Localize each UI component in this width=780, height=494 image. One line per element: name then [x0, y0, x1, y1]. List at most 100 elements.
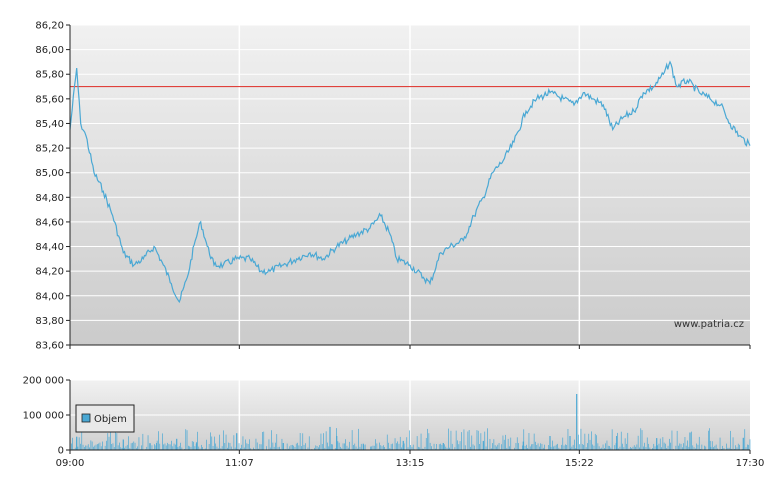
price-y-tick-label: 83,60	[35, 341, 64, 352]
volume-bar-minor	[556, 445, 557, 450]
volume-bar-minor	[744, 429, 745, 450]
volume-bar-minor	[327, 443, 328, 450]
legend-label: Objem	[94, 414, 127, 425]
volume-bar-minor	[653, 444, 654, 450]
volume-bar-minor	[309, 436, 310, 450]
volume-bar-minor	[71, 444, 72, 451]
volume-bar-minor	[180, 443, 181, 450]
volume-bar-minor	[353, 445, 354, 450]
volume-bar-minor	[562, 438, 563, 450]
volume-bar-minor	[716, 445, 717, 450]
volume-bar-minor	[396, 443, 397, 450]
volume-bar-minor	[387, 435, 388, 450]
volume-bar-minor	[338, 441, 339, 450]
price-x-tick-marks	[70, 345, 750, 349]
volume-bar-minor	[79, 437, 80, 450]
volume-bar-minor	[269, 439, 270, 450]
volume-bar-minor	[343, 443, 344, 450]
volume-bar-minor	[397, 441, 398, 450]
price-y-tick-label: 84,40	[35, 242, 64, 253]
volume-bar-minor	[113, 443, 114, 450]
volume-bar-minor	[487, 428, 488, 450]
volume-bar-minor	[504, 440, 505, 450]
volume-bar-minor	[561, 445, 562, 450]
volume-bar-minor	[117, 433, 118, 450]
volume-bar-minor	[626, 444, 627, 450]
volume-bar-minor	[241, 445, 242, 450]
volume-bar-minor	[448, 429, 449, 450]
volume-bar-minor	[534, 434, 535, 450]
volume-bar-minor	[685, 437, 686, 450]
volume-bar-minor	[638, 436, 639, 450]
volume-bar-minor	[392, 444, 393, 450]
volume-bar-minor	[224, 443, 225, 450]
volume-bar	[576, 394, 577, 450]
volume-bar-minor	[468, 432, 469, 451]
volume-bar-minor	[510, 438, 511, 450]
volume-bar-minor	[305, 443, 306, 450]
volume-bar-minor	[442, 445, 443, 450]
volume-bar-minor	[119, 443, 120, 450]
volume-bar-minor	[670, 443, 671, 450]
volume-bar-minor	[105, 446, 106, 450]
volume-bar-minor	[748, 445, 749, 450]
volume-bar-minor	[608, 446, 609, 450]
volume-bar-minor	[344, 443, 345, 450]
volume-bar-minor	[599, 446, 600, 450]
volume-bar-minor	[282, 439, 283, 450]
volume-bar-minor	[699, 437, 700, 450]
volume-bar-minor	[461, 432, 462, 450]
volume-bar-minor	[169, 444, 170, 450]
volume-bar-minor	[189, 446, 190, 450]
volume-bar-minor	[568, 429, 569, 450]
volume-bar-minor	[88, 444, 89, 450]
volume-bar-minor	[326, 431, 327, 450]
volume-bar-minor	[427, 429, 428, 450]
x-tick-label: 17:30	[736, 458, 765, 469]
volume-bar-minor	[544, 445, 545, 450]
volume-bar-minor	[217, 447, 218, 450]
volume-bar-minor	[293, 446, 294, 450]
volume-bar	[76, 437, 77, 450]
volume-bar-minor	[607, 441, 608, 450]
volume-bar	[176, 439, 177, 450]
price-y-tick-label: 85,20	[35, 144, 64, 155]
volume-bar-minor	[460, 441, 461, 450]
volume-bar-minor	[247, 443, 248, 450]
volume-bar	[569, 436, 570, 450]
volume-bar-minor	[516, 443, 517, 450]
volume-bar-minor	[223, 430, 224, 450]
volume-bar-minor	[533, 444, 534, 450]
volume-bar-minor	[150, 443, 151, 450]
volume-bar-minor	[505, 435, 506, 450]
volume-bar-minor	[296, 444, 297, 450]
volume-bar-minor	[564, 446, 565, 451]
volume-bar-minor	[413, 445, 414, 450]
volume-bar-minor	[681, 444, 682, 450]
volume-bar	[743, 438, 744, 450]
volume-bar-minor	[660, 439, 661, 450]
volume-bar-minor	[215, 444, 216, 451]
volume-bar-minor	[590, 440, 591, 450]
watermark: www.patria.cz	[674, 319, 744, 330]
volume-bar-minor	[110, 431, 111, 450]
volume-bar-minor	[409, 430, 410, 450]
volume-bar-minor	[91, 440, 92, 450]
volume-bar-minor	[373, 446, 374, 450]
volume-bar-minor	[345, 439, 346, 450]
volume-bar-minor	[260, 444, 261, 450]
volume-bar-minor	[141, 445, 142, 450]
volume-bar-minor	[458, 444, 459, 450]
volume-bar-minor	[525, 446, 526, 450]
volume-bar-minor	[696, 444, 697, 451]
price-y-tick-label: 85,40	[35, 119, 64, 130]
volume-bar-minor	[192, 441, 193, 450]
volume-bar-minor	[676, 446, 677, 450]
volume-bar-minor	[370, 447, 371, 450]
volume-bar-minor	[439, 444, 440, 450]
volume-bar-minor	[452, 444, 453, 450]
volume-bar-minor	[352, 430, 353, 450]
volume-bar-minor	[592, 445, 593, 451]
